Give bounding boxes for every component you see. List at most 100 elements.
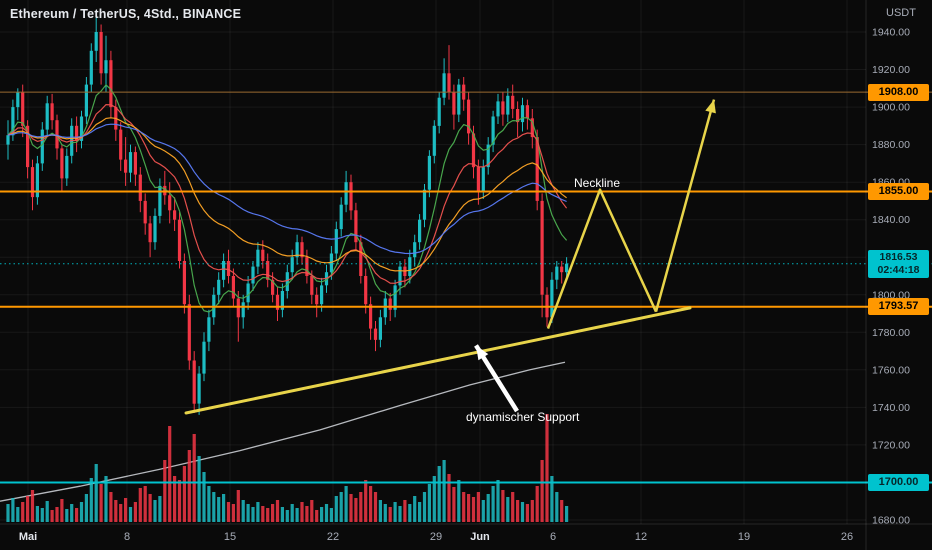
- candle-body: [16, 92, 20, 108]
- candle-body: [555, 266, 559, 280]
- candle-body: [222, 261, 226, 280]
- volume-bar: [163, 460, 167, 522]
- candle-body: [192, 360, 196, 404]
- support-label[interactable]: dynamischer Support: [466, 410, 580, 424]
- candle-body: [447, 73, 451, 93]
- volume-bar: [158, 496, 162, 522]
- candle-body: [359, 242, 363, 276]
- projection-path[interactable]: [546, 188, 658, 330]
- candle-body: [408, 257, 412, 276]
- volume-bar: [565, 506, 569, 522]
- candle-body: [6, 135, 10, 145]
- candle-body: [285, 272, 289, 291]
- projection-arrowhead: [705, 99, 716, 114]
- volume-bar: [452, 487, 456, 522]
- volume-bar: [555, 492, 559, 522]
- price-level-badge: 1700.00: [868, 474, 929, 491]
- candle-body: [422, 189, 427, 220]
- candle-body: [320, 285, 324, 305]
- candle-body: [187, 304, 191, 361]
- volume-bar: [354, 498, 358, 522]
- candle-body: [79, 116, 84, 141]
- candle-body: [275, 294, 280, 310]
- volume-bar: [530, 500, 534, 522]
- time-axis[interactable]: [0, 524, 866, 550]
- candle-body: [226, 261, 231, 276]
- volume-bar: [65, 509, 69, 522]
- volume-bar: [30, 490, 35, 522]
- volume-bar: [246, 504, 250, 522]
- volume-bar: [21, 502, 25, 522]
- projection-arrow-shaft[interactable]: [654, 99, 716, 313]
- volume-bar: [339, 492, 343, 522]
- candle-body: [467, 99, 471, 134]
- price-axis[interactable]: [866, 0, 932, 524]
- volume-bar: [290, 504, 294, 522]
- currency-label[interactable]: USDT: [886, 7, 916, 19]
- volume-bar: [560, 500, 564, 522]
- badge-price: 1816.53: [879, 251, 918, 264]
- candle-body: [520, 105, 525, 123]
- neckline-label[interactable]: Neckline: [574, 176, 621, 190]
- candle-body: [231, 276, 235, 299]
- candle-body: [413, 242, 417, 258]
- candle-body: [271, 279, 275, 295]
- candle-body: [55, 120, 59, 149]
- time-axis-label: 29: [430, 531, 442, 543]
- candle-body: [457, 84, 461, 115]
- volume-bar: [256, 502, 260, 522]
- volume-bar: [481, 500, 485, 522]
- volume-bar: [486, 494, 490, 522]
- candle-body: [516, 109, 520, 123]
- volume-bar: [525, 504, 529, 522]
- volume-bar: [138, 488, 142, 522]
- volume-bar: [300, 502, 304, 522]
- time-axis-label: 26: [841, 531, 853, 543]
- candle-body: [540, 200, 544, 295]
- volume-bar: [403, 500, 407, 522]
- time-axis-label: Mai: [19, 531, 37, 543]
- price-axis-label: 1780.00: [872, 327, 910, 339]
- candle-body: [84, 84, 88, 117]
- volume-bar: [35, 506, 39, 522]
- support-trendline[interactable]: [184, 306, 692, 415]
- candle-body: [349, 182, 353, 211]
- candle-body: [148, 223, 152, 243]
- badge-price: 1855.00: [878, 185, 919, 197]
- volume-bar: [197, 456, 201, 522]
- candle-body: [182, 261, 186, 305]
- candle-body: [560, 266, 564, 273]
- candle-body: [40, 129, 44, 164]
- volume-bar: [491, 486, 495, 522]
- symbol-legend[interactable]: Ethereum / TetherUS, 4Std., BINANCE: [10, 7, 241, 21]
- volume-bar: [226, 502, 231, 522]
- volume-bar: [55, 507, 59, 522]
- price-level-badge: 1908.00: [868, 83, 929, 101]
- candle-body: [133, 152, 137, 175]
- candle-body: [119, 129, 123, 160]
- candle-body: [207, 317, 211, 342]
- volume-bar: [457, 480, 461, 522]
- volume-bar: [511, 492, 515, 522]
- price-axis-label: 1720.00: [872, 439, 910, 451]
- volume-bar: [261, 506, 265, 522]
- volume-bar: [114, 500, 118, 522]
- volume-bar: [315, 510, 319, 522]
- time-axis-label: 22: [327, 531, 339, 543]
- volume-bar: [349, 494, 353, 522]
- candle-body: [75, 125, 79, 141]
- volume-bar: [285, 510, 289, 522]
- volume-bar: [266, 508, 270, 522]
- volume-bar: [182, 466, 186, 522]
- volume-bar: [437, 466, 441, 522]
- volume-bar: [148, 494, 152, 522]
- price-axis-label: 1940.00: [872, 27, 910, 39]
- volume-bar: [540, 460, 544, 522]
- candle-body: [373, 328, 378, 340]
- volume-bar: [177, 480, 182, 522]
- volume-bar: [432, 476, 436, 522]
- candle-body: [334, 229, 338, 254]
- candle-body: [138, 174, 142, 201]
- volume-bar: [236, 490, 240, 522]
